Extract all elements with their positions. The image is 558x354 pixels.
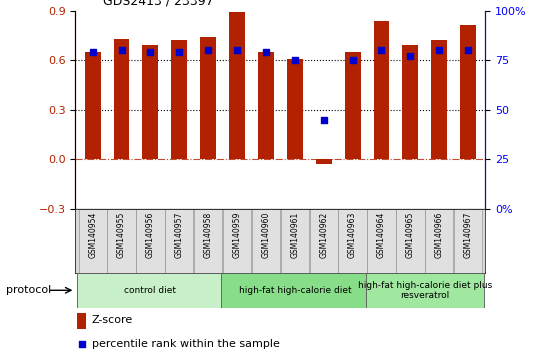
Bar: [252, 209, 280, 273]
Text: high-fat high-calorie diet: high-fat high-calorie diet: [238, 286, 351, 295]
Bar: [136, 209, 165, 273]
Bar: [165, 209, 194, 273]
Point: [348, 57, 357, 63]
Point: [204, 47, 213, 53]
Bar: [454, 209, 482, 273]
Text: GSM140962: GSM140962: [319, 212, 328, 258]
Bar: [142, 45, 158, 159]
Point: [406, 53, 415, 59]
Bar: [258, 52, 274, 159]
Bar: [221, 273, 368, 308]
Text: control diet: control diet: [124, 286, 176, 295]
Point: [377, 47, 386, 53]
Point: [262, 50, 271, 55]
Text: GSM140954: GSM140954: [88, 212, 97, 258]
Text: GSM140967: GSM140967: [464, 212, 473, 258]
Bar: [425, 209, 454, 273]
Text: GSM140960: GSM140960: [262, 212, 271, 258]
Bar: [365, 273, 484, 308]
Bar: [77, 273, 224, 308]
Text: Z-score: Z-score: [92, 315, 133, 325]
Bar: [229, 12, 245, 159]
Bar: [316, 159, 331, 164]
Bar: [200, 37, 216, 159]
Text: high-fat high-calorie diet plus
resveratrol: high-fat high-calorie diet plus resverat…: [358, 281, 492, 300]
Text: GSM140963: GSM140963: [348, 212, 357, 258]
Point: [78, 341, 86, 347]
Bar: [460, 25, 476, 159]
Bar: [373, 21, 389, 159]
Point: [88, 50, 97, 55]
Bar: [396, 209, 425, 273]
Bar: [114, 39, 129, 159]
Text: GSM140961: GSM140961: [290, 212, 299, 258]
Point: [319, 117, 328, 122]
Text: GSM140964: GSM140964: [377, 212, 386, 258]
Bar: [287, 58, 303, 159]
Point: [117, 47, 126, 53]
Bar: [107, 209, 136, 273]
Bar: [79, 209, 107, 273]
Text: GSM140955: GSM140955: [117, 212, 126, 258]
Bar: [402, 45, 418, 159]
Text: GSM140956: GSM140956: [146, 212, 155, 258]
Point: [435, 47, 444, 53]
Bar: [171, 40, 187, 159]
Text: percentile rank within the sample: percentile rank within the sample: [92, 339, 280, 349]
Text: GSM140966: GSM140966: [435, 212, 444, 258]
Text: protocol: protocol: [6, 285, 51, 295]
Bar: [78, 313, 86, 329]
Bar: [223, 209, 251, 273]
Text: GDS2413 / 23397: GDS2413 / 23397: [103, 0, 214, 7]
Point: [464, 47, 473, 53]
Text: GSM140959: GSM140959: [233, 212, 242, 258]
Bar: [367, 209, 396, 273]
Bar: [431, 40, 447, 159]
Bar: [194, 209, 222, 273]
Point: [175, 50, 184, 55]
Text: GSM140957: GSM140957: [175, 212, 184, 258]
Point: [146, 50, 155, 55]
Bar: [310, 209, 338, 273]
Bar: [281, 209, 309, 273]
Bar: [339, 209, 367, 273]
Point: [233, 47, 242, 53]
Bar: [85, 52, 100, 159]
Text: GSM140965: GSM140965: [406, 212, 415, 258]
Text: GSM140958: GSM140958: [204, 212, 213, 258]
Bar: [345, 52, 360, 159]
Point: [290, 57, 299, 63]
